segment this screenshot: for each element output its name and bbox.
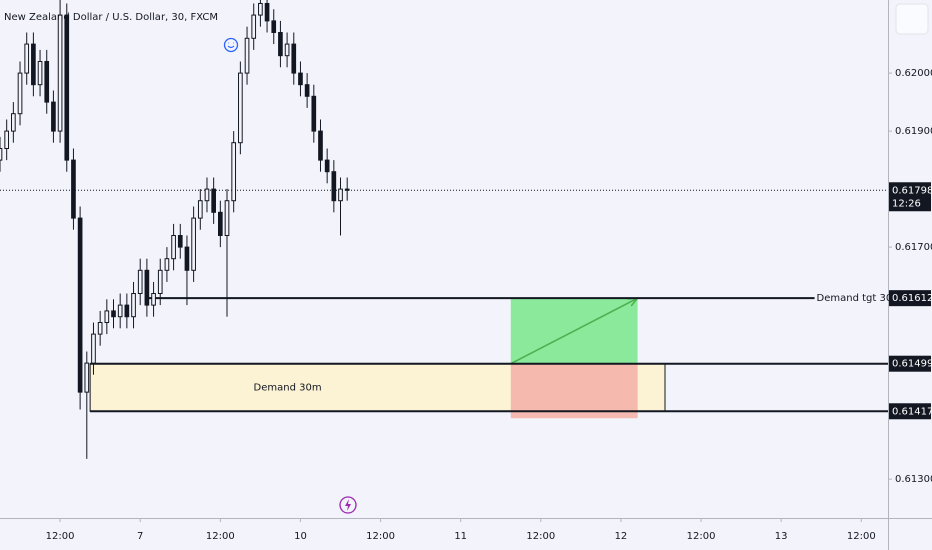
x-tick-label: 12:00 [46, 531, 75, 542]
candle-body [0, 147, 3, 161]
candle-body [244, 37, 250, 74]
candle-body [31, 43, 36, 86]
candle-body [157, 269, 163, 295]
x-tick-label: 10 [294, 531, 307, 542]
last-price-label: 0.61798 [892, 185, 932, 196]
last-price-bg [889, 182, 931, 212]
candle-body [137, 269, 143, 295]
chart-title: New Zealand Dollar / U.S. Dollar, 30, FX… [4, 12, 218, 23]
x-tick-label: 12:00 [206, 531, 235, 542]
x-tick-label: 12:00 [366, 531, 395, 542]
candle-body [44, 60, 50, 103]
x-tick-label: 12:00 [847, 531, 876, 542]
loss-box [510, 363, 638, 419]
candle-body [211, 188, 216, 213]
candle-body [298, 72, 303, 86]
candle-body [324, 159, 330, 173]
candle-body [64, 14, 70, 161]
candle-body [51, 101, 56, 132]
candle-body [231, 142, 237, 202]
candle-body [338, 188, 343, 202]
event-icon[interactable] [339, 496, 357, 514]
candle-body [284, 43, 290, 57]
trade-arrow [510, 297, 638, 365]
level-name: Demand tgt 30m [817, 293, 902, 304]
candle-body [318, 130, 323, 161]
candle-body [4, 130, 10, 149]
countdown-label: 12:26 [892, 198, 921, 209]
lightning [345, 499, 351, 511]
price-label: 0.61499 [892, 359, 932, 370]
candle-body [258, 2, 263, 16]
candle-body [291, 43, 297, 74]
candle-body [278, 31, 283, 57]
candle-body [71, 159, 76, 219]
candle-body [331, 171, 337, 202]
x-tick-label: 12:00 [526, 531, 555, 542]
candle-body [11, 113, 16, 132]
price-label: 0.61417 [892, 406, 932, 417]
emoji-icon[interactable] [223, 37, 239, 53]
candle-body [131, 293, 136, 318]
candle-body [17, 72, 23, 115]
candle-body [304, 84, 310, 97]
settings-button[interactable] [895, 3, 929, 35]
x-tick-label: 11 [454, 531, 467, 542]
y-tick-label: 0.62000 [895, 68, 932, 79]
candle-body [164, 258, 170, 271]
x-tick-label: 13 [775, 531, 788, 542]
price-label: 0.61612 [892, 293, 932, 304]
candle-body [311, 95, 317, 132]
candle-body [217, 211, 223, 237]
candle-body [151, 293, 156, 306]
x-tick-label: 12:00 [687, 531, 716, 542]
candle-body [37, 60, 43, 86]
zone-label: Demand 30m [254, 382, 322, 393]
candle-body [251, 14, 257, 39]
candle-body [117, 304, 123, 318]
candle-body [224, 200, 230, 237]
candle-body [77, 217, 83, 393]
candle-body [204, 188, 210, 202]
x-tick-label: 7 [137, 531, 143, 542]
candle-body [238, 72, 243, 144]
emoji-face [227, 42, 235, 49]
price-axis [888, 0, 932, 550]
price-label-bg [889, 403, 931, 420]
candle-body [197, 200, 203, 219]
candle-body [104, 310, 110, 324]
candle-body [271, 20, 277, 33]
candle-body [171, 235, 176, 260]
x-tick-label: 12 [615, 531, 628, 542]
candle-body [84, 362, 90, 393]
candle-body [91, 333, 96, 364]
candle-body [264, 2, 270, 22]
candle-body [124, 304, 130, 318]
candle-body [184, 246, 190, 271]
candle-body [144, 269, 150, 306]
candle-body [177, 235, 183, 248]
candle-body [24, 43, 30, 74]
price-label-bg [889, 355, 931, 372]
candle-body [111, 310, 116, 318]
candle-body [191, 217, 196, 271]
candle-body [344, 188, 350, 191]
candle-body [57, 14, 63, 132]
candle-body [97, 322, 103, 335]
price-label-bg [889, 290, 931, 307]
